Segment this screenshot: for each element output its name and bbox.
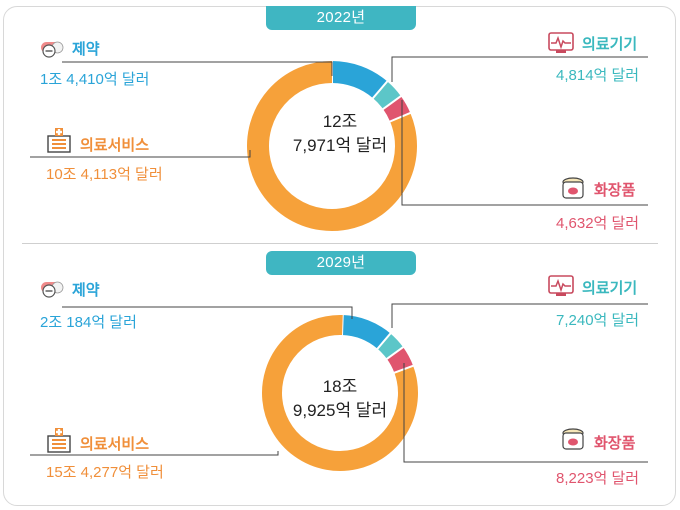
donut-slice-device [377, 333, 404, 360]
leader-lines-2029 [30, 303, 648, 463]
value-device: 7,240억 달러 [556, 312, 640, 329]
donut-slice-service [247, 61, 417, 231]
panel-divider [22, 243, 658, 244]
pill-icon [41, 41, 64, 58]
value-service: 15조 4,277억 달러 [46, 464, 164, 481]
label-service: 의료서비스 [80, 436, 150, 453]
value-device: 4,814억 달러 [556, 67, 640, 84]
leader-line-service [30, 150, 251, 158]
slice-separator [385, 345, 405, 361]
hospital-icon [47, 428, 71, 453]
leader-line-device [391, 56, 648, 82]
center-amount-2022: 7,971억 달러 [292, 136, 388, 155]
label-device: 의료기기 [582, 280, 638, 297]
slice-separator [381, 94, 403, 111]
value-service: 10조 4,113억 달러 [46, 166, 163, 183]
slice-separator [388, 111, 412, 123]
center-label-2022: 12조 7,971억 달러 [270, 110, 410, 158]
year-tab-2022: 2022년 [266, 6, 416, 30]
label-pharma: 제약 [72, 282, 100, 299]
leader-line-device [391, 303, 648, 328]
hospital-icon [47, 128, 71, 153]
cosmetic-jar-icon [562, 428, 584, 450]
center-label-2029: 18조 9,925억 달러 [270, 375, 410, 423]
center-total-2022: 12조 [322, 112, 358, 131]
donut-2029 [30, 303, 648, 471]
donut-slice-pharma [341, 315, 391, 350]
donut-2022 [30, 56, 648, 231]
donut-slice-pharma [331, 61, 388, 99]
leader-line-cosmetic [401, 100, 648, 206]
label-service: 의료서비스 [80, 137, 150, 154]
donut-slice-service [262, 315, 418, 471]
year-tab-2029: 2029년 [266, 251, 416, 275]
leader-line-pharma [62, 61, 333, 76]
value-cosmetic: 8,223억 달러 [556, 470, 640, 487]
donut-arcs-2022 [247, 60, 417, 231]
label-cosmetic: 화장품 [594, 182, 636, 199]
panel-2029: 2029년 18조 9,925억 달러 제약 2조 184억 달러 [0, 243, 680, 493]
slice-separator [376, 332, 392, 351]
monitor-icon [548, 275, 574, 296]
cosmetic-jar-icon [562, 177, 584, 199]
slice-separator [371, 79, 389, 100]
center-total-2029: 18조 [322, 377, 358, 396]
label-pharma: 제약 [72, 41, 100, 58]
donut-slice-device [372, 81, 401, 110]
label-device: 의료기기 [582, 36, 638, 53]
center-amount-2029: 9,925억 달러 [292, 401, 388, 420]
value-cosmetic: 4,632억 달러 [556, 215, 640, 232]
value-pharma: 2조 184억 달러 [40, 314, 137, 331]
label-cosmetic: 화장품 [594, 435, 636, 452]
leader-line-pharma [62, 306, 353, 319]
leader-lines-2022 [30, 56, 648, 206]
pill-icon [41, 281, 64, 298]
value-pharma: 1조 4,410억 달러 [40, 71, 150, 88]
monitor-icon [548, 32, 574, 53]
panel-2022: 2022년 12조 7,971억 달러 제약 1조 4,410억 달러 [0, 0, 680, 250]
leader-line-cosmetic [403, 363, 648, 463]
donut-slice-cosmetic [386, 347, 414, 374]
leader-line-service [30, 451, 279, 456]
